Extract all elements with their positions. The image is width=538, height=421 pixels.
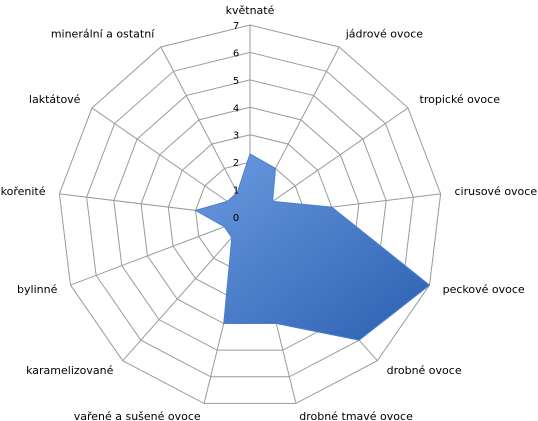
y-tick-label: 7 — [233, 21, 239, 32]
y-tick-label: 5 — [233, 76, 239, 87]
category-label: bylinné — [17, 283, 58, 296]
category-label: karamelizované — [26, 364, 114, 377]
category-label: drobné tmavé ovoce — [299, 410, 413, 421]
spoke — [249, 107, 409, 218]
category-label: cirusové ovoce — [454, 185, 537, 198]
category-label: minerální a ostatní — [51, 28, 155, 41]
y-tick-label: 0 — [233, 213, 239, 224]
spoke — [91, 107, 251, 218]
radar-area — [194, 153, 431, 341]
category-label: laktátové — [29, 93, 81, 106]
category-label: jádrové ovoce — [345, 28, 424, 41]
grid-line — [113, 79, 387, 351]
y-tick-label: 6 — [233, 48, 239, 59]
category-label: květnaté — [226, 4, 275, 17]
y-tick-label: 2 — [233, 158, 239, 169]
spoke — [122, 216, 251, 362]
spoke — [70, 216, 251, 286]
y-tick-label: 1 — [233, 186, 239, 197]
category-label: drobné ovoce — [387, 364, 462, 377]
y-tick-label: 4 — [233, 103, 239, 114]
category-label: peckové ovoce — [443, 283, 525, 296]
grid-line — [86, 51, 414, 378]
grid-line — [58, 24, 442, 404]
category-label: vařené a sušené ovoce — [74, 410, 201, 421]
y-tick-label: 3 — [233, 131, 239, 142]
spoke — [160, 46, 251, 218]
category-label: tropické ovoce — [420, 93, 501, 106]
category-label: kořenité — [1, 185, 46, 198]
